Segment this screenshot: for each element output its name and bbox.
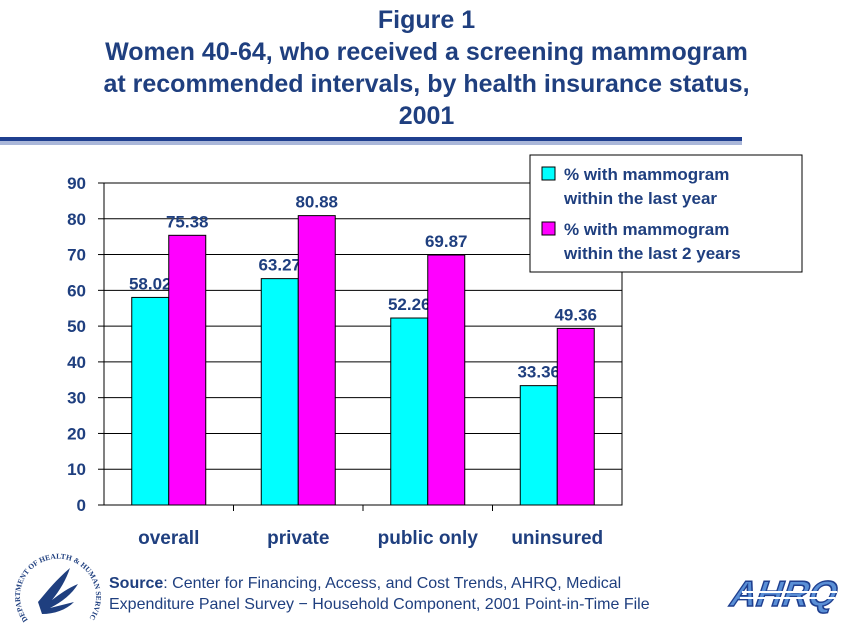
legend-swatch — [541, 166, 556, 181]
y-tick-label: 90 — [67, 174, 86, 193]
ahrq-logo: AHRQ — [724, 573, 842, 614]
figure-label: Figure 1 — [377, 6, 476, 34]
bar — [297, 215, 336, 506]
bar — [390, 317, 429, 506]
chart-title: Figure 1 Women 40-64, who received a scr… — [0, 4, 853, 132]
y-tick-label: 30 — [67, 389, 86, 408]
title-line-2: Women 40-64, who received a screening ma… — [105, 38, 748, 66]
x-tick-label: private — [267, 528, 329, 549]
y-tick-label: 80 — [67, 210, 86, 229]
legend-label: % with mammogram — [564, 165, 729, 184]
data-label: 63.27 — [258, 256, 301, 275]
x-tick-label: uninsured — [511, 528, 603, 549]
bar — [519, 385, 558, 506]
data-label: 52.26 — [388, 295, 431, 314]
y-tick-label: 20 — [67, 424, 86, 443]
bar — [260, 278, 299, 506]
y-tick-label: 40 — [67, 353, 86, 372]
y-tick-label: 70 — [67, 246, 86, 265]
hhs-seal-logo: DEPARTMENT OF HEALTH & HUMAN SERVICES·US… — [8, 540, 103, 624]
source-text-1: : Center for Financing, Access, and Cost… — [163, 575, 622, 592]
y-tick-label: 0 — [77, 496, 86, 515]
bar — [168, 234, 207, 506]
source-text-2: Expenditure Panel Survey − Household Com… — [109, 596, 650, 613]
title-line-3: at recommended intervals, by health insu… — [103, 70, 750, 98]
data-label: 33.36 — [517, 363, 560, 382]
bar — [556, 327, 595, 506]
source-note: Source: Center for Financing, Access, an… — [109, 573, 650, 615]
x-tick-label: public only — [378, 528, 479, 549]
x-tick-label: overall — [138, 528, 199, 549]
y-tick-label: 60 — [67, 281, 86, 300]
source-label: Source — [109, 575, 164, 592]
data-label: 80.88 — [295, 193, 338, 212]
y-tick-label: 10 — [67, 460, 86, 479]
title-rule-shadow — [0, 141, 742, 145]
data-label: 49.36 — [554, 305, 597, 324]
bar — [131, 296, 170, 506]
svg-text:AHRQ: AHRQ — [725, 574, 842, 614]
bar — [427, 254, 466, 506]
legend-label: within the last 2 years — [563, 244, 741, 263]
legend-label: % with mammogram — [564, 220, 729, 239]
legend-swatch — [541, 221, 556, 236]
legend — [529, 154, 803, 273]
data-label: 69.87 — [425, 232, 468, 251]
data-label: 75.38 — [166, 212, 209, 231]
title-line-4: 2001 — [398, 102, 455, 130]
title-rule — [0, 137, 742, 141]
y-tick-label: 50 — [67, 317, 86, 336]
data-label: 58.02 — [129, 274, 172, 293]
legend-label: within the last year — [563, 189, 717, 208]
